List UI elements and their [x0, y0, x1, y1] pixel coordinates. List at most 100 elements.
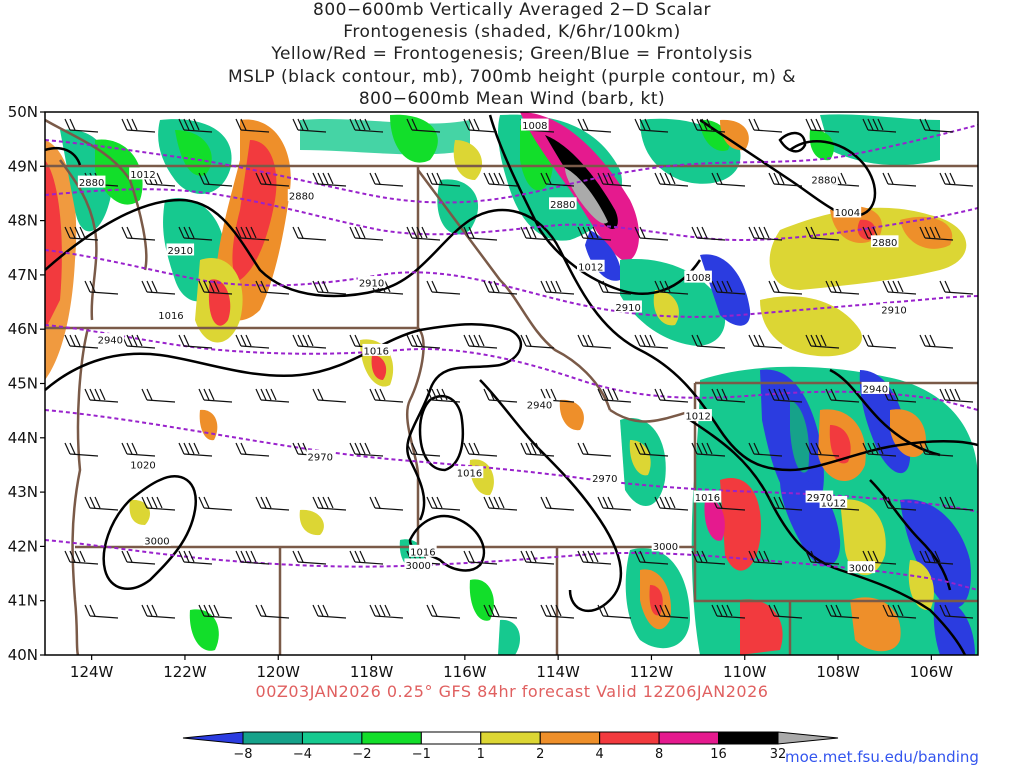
- wind-barb: [349, 226, 384, 241]
- height-label-bg: [810, 172, 838, 185]
- height-label: 2910: [359, 279, 384, 290]
- wind-barb: [540, 604, 575, 619]
- wind-barb: [748, 550, 783, 565]
- mslp-label: 1012: [130, 170, 155, 181]
- wind-barb: [64, 226, 99, 241]
- wind-barb: [654, 604, 689, 619]
- wind-barb: [634, 550, 669, 565]
- wind-barb: [597, 604, 632, 619]
- mslp-label-bg: [455, 466, 484, 479]
- wind-barb: [654, 172, 689, 187]
- mslp-label: 1020: [130, 460, 155, 471]
- height-label: 2970: [308, 452, 333, 463]
- wind-barb: [483, 388, 518, 403]
- wind-barb: [255, 388, 290, 403]
- wind-barb: [748, 334, 783, 349]
- lon-tick-label: 120W: [257, 663, 301, 681]
- mslp-label: 1012: [685, 412, 710, 423]
- title-line-5: 800−600mb Mean Wind (barb, kt): [358, 89, 666, 109]
- wind-barb: [691, 226, 726, 241]
- wind-barb: [577, 550, 612, 565]
- lon-tick-label: 110W: [723, 663, 767, 681]
- height-label-bg: [651, 539, 680, 552]
- colorbar: −8 −4 −2 −1 1 2 4 8 16 32: [182, 731, 839, 762]
- wind-barb: [825, 604, 860, 619]
- wind-barb: [141, 496, 176, 511]
- height-label: 2880: [872, 238, 897, 249]
- mslp-label-bg: [409, 544, 437, 557]
- wind-barb: [862, 442, 897, 457]
- colorbar-label: −1: [412, 747, 431, 762]
- wind-barb: [463, 550, 498, 565]
- colorbar-swatch: [242, 731, 303, 745]
- height-label: 2880: [811, 175, 836, 186]
- wind-barb: [919, 550, 954, 565]
- lat-tick-label: 49N: [8, 157, 38, 175]
- colorbar-swatch: [599, 731, 660, 745]
- wind-barb: [141, 280, 176, 295]
- mslp-label-bg: [129, 167, 157, 180]
- mslp-label-bg: [362, 343, 391, 356]
- wind-barb: [805, 118, 840, 133]
- wind-barb: [349, 442, 384, 457]
- height-label-bg: [143, 533, 171, 546]
- wind-barb: [520, 550, 555, 565]
- wind-barb: [919, 334, 954, 349]
- wind-barb: [597, 496, 632, 511]
- wind-barb: [141, 388, 176, 403]
- title-line-4: MSLP (black contour, mb), 700mb height (…: [227, 67, 797, 87]
- wind-barb: [748, 442, 783, 457]
- wind-barb: [939, 604, 974, 619]
- wind-barb: [597, 172, 632, 187]
- lat-tick-label: 40N: [8, 646, 38, 664]
- wind-barb: [768, 280, 803, 295]
- colorbar-swatch: [658, 731, 720, 745]
- height-label-bg: [805, 490, 834, 503]
- wind-barb: [312, 604, 347, 619]
- latitude-axis: 40N 41N 42N 43N 44N 45N 46N 47N 48N 49N 50N: [8, 103, 45, 664]
- wind-barb: [939, 496, 974, 511]
- wind-barb: [711, 280, 746, 295]
- wind-barb: [198, 604, 233, 619]
- lat-tick-label: 48N: [8, 212, 38, 230]
- mslp-label-bg: [684, 270, 712, 283]
- wind-barb: [426, 172, 461, 187]
- wind-barb: [577, 118, 612, 133]
- colorbar-end-right: [777, 731, 839, 745]
- wind-barb: [64, 118, 99, 133]
- wind-barb: [178, 118, 213, 133]
- wind-barb: [369, 172, 404, 187]
- wind-barb: [312, 496, 347, 511]
- wind-barb: [292, 226, 327, 241]
- wind-barb: [691, 550, 726, 565]
- wind-barb: [825, 388, 860, 403]
- wind-barb: [862, 118, 897, 133]
- wind-barb: [577, 226, 612, 241]
- height-label: 2910: [168, 246, 193, 257]
- wind-barb: [711, 604, 746, 619]
- wind-barb: [540, 280, 575, 295]
- colorbar-swatch: [480, 731, 541, 745]
- wind-barb: [178, 442, 213, 457]
- wind-barb: [597, 388, 632, 403]
- mslp-label-bg: [693, 490, 722, 503]
- wind-barb: [768, 172, 803, 187]
- wind-barb: [939, 172, 974, 187]
- wind-barb: [919, 226, 954, 241]
- lon-tick-label: 112W: [630, 663, 674, 681]
- wind-barb: [805, 334, 840, 349]
- wind-barb: [483, 280, 518, 295]
- lat-tick-label: 44N: [8, 429, 38, 447]
- forecast-valid-time: 00Z03JAN2026 0.25° GFS 84hr forecast Val…: [255, 682, 769, 701]
- wind-barb: [235, 334, 270, 349]
- height-label-bg: [847, 561, 876, 574]
- wind-barb: [121, 226, 156, 241]
- colorbar-label: 2: [536, 747, 544, 762]
- mslp-label: 1016: [695, 493, 720, 504]
- colorbar-label: 8: [655, 747, 663, 762]
- wind-barb: [121, 118, 156, 133]
- lat-tick-label: 50N: [8, 103, 38, 121]
- wind-barb: [654, 388, 689, 403]
- wind-barb: [64, 442, 99, 457]
- mslp-label: 1012: [578, 262, 603, 273]
